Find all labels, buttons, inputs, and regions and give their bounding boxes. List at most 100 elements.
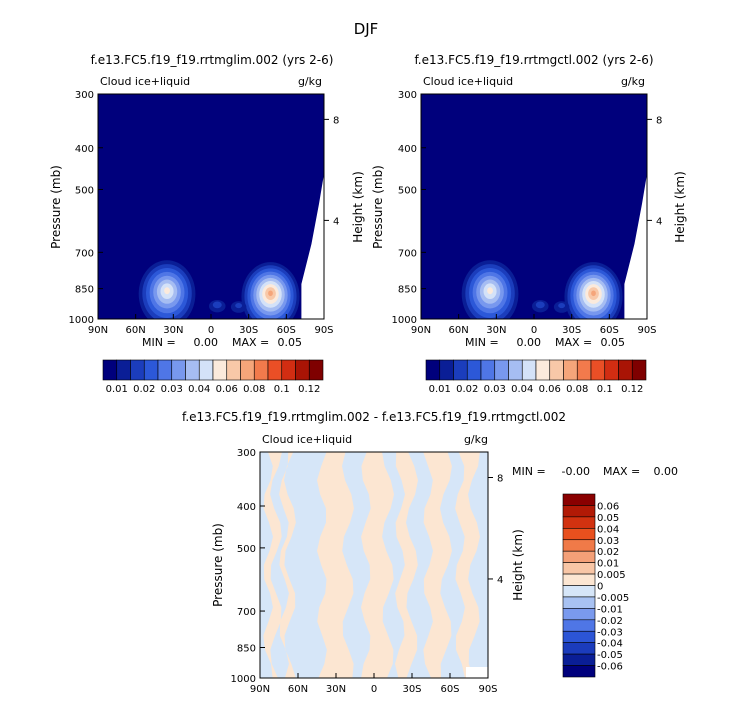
min-label: MIN = bbox=[512, 465, 546, 478]
variable-label: Cloud ice+liquid bbox=[100, 75, 190, 88]
units-label: g/kg bbox=[464, 433, 488, 446]
min-value: 0.00 bbox=[517, 336, 542, 349]
min-value: -0.00 bbox=[562, 465, 590, 478]
x-tick-label: 60N bbox=[288, 684, 308, 695]
y-tick-label: 400 bbox=[398, 144, 417, 155]
page-title: DJF bbox=[354, 20, 379, 38]
contour-level bbox=[591, 290, 596, 297]
colorbar-label: 0.05 bbox=[597, 513, 619, 524]
min-label: MIN = bbox=[465, 336, 499, 349]
colorbar-label: 0.03 bbox=[161, 384, 183, 395]
contour-level bbox=[212, 301, 222, 309]
colorbar-label: 0.12 bbox=[298, 384, 320, 395]
x-tick-label: 60N bbox=[126, 325, 146, 336]
colorbar-box bbox=[576, 359, 592, 381]
y-tick-label: 850 bbox=[75, 285, 94, 296]
colorbar-label: -0.01 bbox=[597, 604, 623, 615]
missing-data-region bbox=[301, 174, 324, 319]
contour-patch bbox=[361, 452, 394, 678]
missing-data-region bbox=[466, 667, 488, 678]
colorbar-box bbox=[562, 585, 596, 598]
x-tick-label: 60S bbox=[600, 325, 619, 336]
y-tick-label: 1000 bbox=[231, 674, 256, 685]
panel-title: f.e13.FC5.f19_f19.rrtmglim.002 - f.e13.F… bbox=[182, 410, 566, 424]
colorbar-label: -0.02 bbox=[597, 616, 623, 627]
contour-patch bbox=[455, 452, 480, 678]
y2-tick-label: 8 bbox=[497, 473, 503, 484]
colorbar-box bbox=[267, 359, 283, 381]
colorbar-label: 0.04 bbox=[188, 384, 210, 395]
colorbar-label: 0.02 bbox=[133, 384, 155, 395]
colorbar-label: 0.02 bbox=[456, 384, 478, 395]
colorbar-box bbox=[562, 596, 596, 609]
colorbar-box bbox=[130, 359, 145, 381]
plot-area bbox=[98, 94, 324, 319]
colorbar-label: 0 bbox=[597, 582, 603, 593]
colorbar-box bbox=[494, 359, 509, 381]
x-tick-label: 30N bbox=[486, 325, 506, 336]
contour-patch bbox=[263, 452, 282, 678]
y2-tick-label: 8 bbox=[333, 115, 339, 126]
contour-patch bbox=[317, 452, 354, 678]
x-tick-label: 0 bbox=[531, 325, 537, 336]
contour-level bbox=[535, 301, 545, 309]
x-tick-label: 30N bbox=[326, 684, 346, 695]
colorbar-label: 0.03 bbox=[597, 536, 619, 547]
min-value: 0.00 bbox=[194, 336, 219, 349]
colorbar-box bbox=[453, 359, 468, 381]
colorbar-box bbox=[562, 642, 596, 655]
contour-patch bbox=[423, 452, 452, 678]
colorbar-box bbox=[157, 359, 173, 381]
contour-field bbox=[263, 452, 488, 678]
colorbar-label: 0.04 bbox=[597, 524, 619, 535]
units-label: g/kg bbox=[621, 75, 645, 88]
colorbar-box bbox=[308, 359, 324, 381]
y-tick-label: 1000 bbox=[392, 315, 417, 326]
colorbar-box bbox=[562, 528, 596, 541]
x-tick-label: 30N bbox=[163, 325, 183, 336]
colorbar-box bbox=[562, 505, 596, 518]
colorbar-box bbox=[212, 359, 228, 381]
variable-label: Cloud ice+liquid bbox=[423, 75, 513, 88]
missing-data-region bbox=[624, 174, 647, 319]
colorbar-label: 0.04 bbox=[511, 384, 533, 395]
y2-tick-label: 4 bbox=[333, 216, 339, 227]
colorbar-label: 0.01 bbox=[429, 384, 451, 395]
colorbar-box bbox=[102, 359, 118, 381]
x-tick-label: 60S bbox=[440, 684, 459, 695]
min-label: MIN = bbox=[142, 336, 176, 349]
colorbar-box bbox=[562, 493, 596, 506]
max-value: 0.05 bbox=[278, 336, 303, 349]
colorbar-label: 0.06 bbox=[597, 501, 619, 512]
colorbar-label: 0.01 bbox=[597, 559, 619, 570]
colorbar-box bbox=[562, 665, 596, 678]
y-axis-label: Pressure (mb) bbox=[211, 523, 225, 607]
colorbar-box bbox=[521, 359, 537, 381]
y2-axis-label: Height (km) bbox=[673, 171, 687, 242]
colorbar-label: -0.03 bbox=[597, 627, 623, 638]
x-tick-label: 90S bbox=[478, 684, 497, 695]
colorbar-label: 0.01 bbox=[106, 384, 128, 395]
colorbar-box bbox=[116, 359, 131, 381]
colorbar-label: 0.12 bbox=[621, 384, 643, 395]
colorbar-label: 0.1 bbox=[597, 384, 613, 395]
y-tick-label: 400 bbox=[75, 144, 94, 155]
colorbar-box bbox=[185, 359, 200, 381]
y-tick-label: 400 bbox=[237, 502, 256, 513]
y2-tick-label: 4 bbox=[497, 575, 503, 586]
colorbar-label: 0.08 bbox=[243, 384, 265, 395]
colorbar-box bbox=[562, 608, 596, 621]
y-tick-label: 850 bbox=[237, 643, 256, 654]
contour-level bbox=[235, 303, 243, 309]
panel-difference: f.e13.FC5.f19_f19.rrtmglim.002 - f.e13.F… bbox=[182, 410, 678, 695]
colorbar-box bbox=[253, 359, 269, 381]
colorbar-box bbox=[480, 359, 496, 381]
y-tick-label: 700 bbox=[75, 248, 94, 259]
colorbar-box bbox=[618, 359, 633, 381]
y-tick-label: 500 bbox=[75, 185, 94, 196]
y-axis-label: Pressure (mb) bbox=[49, 165, 63, 249]
colorbar-box bbox=[563, 359, 578, 381]
colorbar: 0.01 0.02 0.03 0.04 0.06 0.08 0.1 0.12 bbox=[425, 359, 647, 395]
colorbar-box bbox=[562, 573, 596, 586]
colorbar-label: 0.1 bbox=[274, 384, 290, 395]
